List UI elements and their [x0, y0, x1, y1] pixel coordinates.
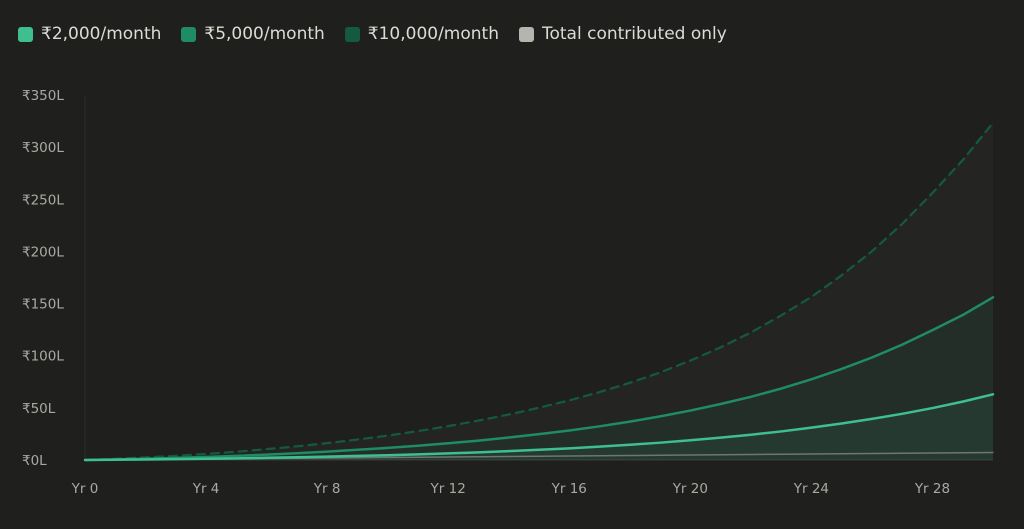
x-tick-label: Yr 16 [551, 481, 587, 497]
y-tick-label: ₹350L [22, 88, 64, 104]
legend-swatch [344, 26, 360, 42]
area-5-000-month [85, 297, 993, 460]
legend-label: Total contributed only [541, 24, 727, 44]
legend-label: ₹10,000/month [367, 24, 499, 44]
y-tick-label: ₹100L [22, 349, 64, 365]
x-tick-label: Yr 8 [313, 481, 341, 497]
legend-item-5-000-month[interactable]: ₹5,000/month [181, 24, 325, 44]
y-tick-label: ₹50L [22, 401, 56, 417]
legend-swatch [518, 26, 534, 42]
legend-item-2-000-month[interactable]: ₹2,000/month [18, 24, 161, 44]
x-tick-label: Yr 4 [192, 481, 220, 497]
x-tick-label: Yr 0 [71, 481, 99, 497]
x-tick-label: Yr 24 [793, 481, 829, 497]
y-tick-label: ₹250L [22, 192, 64, 208]
legend-label: ₹2,000/month [41, 24, 162, 44]
legend-swatch [181, 26, 197, 42]
chart-legend: ₹2,000/month ₹5,000/month ₹10,000/month Tot… [18, 24, 727, 44]
x-tick-label: Yr 20 [672, 481, 708, 497]
legend-item-total-contributed-only[interactable]: Total contributed only [518, 24, 727, 44]
legend-swatch [18, 26, 33, 42]
x-tick-label: Yr 28 [914, 481, 950, 497]
y-tick-label: ₹300L [22, 140, 64, 156]
area-2-000-month [85, 394, 993, 460]
y-tick-label: ₹0L [22, 453, 47, 469]
legend-label: ₹5,000/month [204, 24, 325, 44]
y-tick-label: ₹150L [22, 297, 64, 313]
x-tick-label: Yr 12 [430, 481, 466, 497]
legend-item-10-000-month[interactable]: ₹10,000/month [344, 24, 499, 44]
line-5-000-month [83, 296, 995, 462]
y-tick-label: ₹200L [22, 244, 64, 260]
line-2-000-month [83, 393, 995, 462]
line-10-000-month [83, 121, 995, 462]
